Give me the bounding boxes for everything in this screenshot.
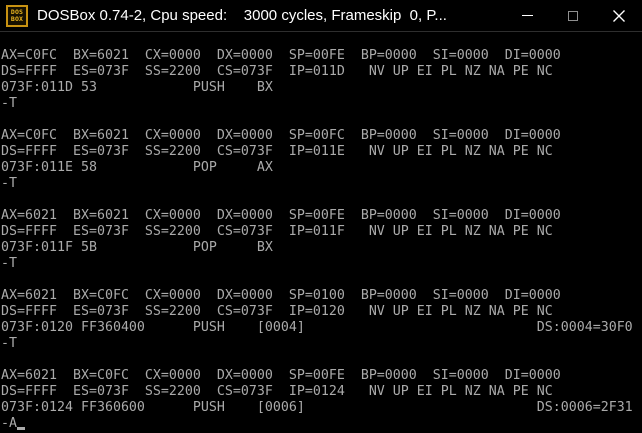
dosbox-icon-text-bottom: BOX	[10, 14, 24, 23]
window-controls	[504, 0, 642, 32]
close-icon	[613, 9, 625, 22]
maximize-icon	[568, 10, 578, 21]
title-bar[interactable]: DOS BOX DOSBox 0.74-2, Cpu speed: 3000 c…	[0, 0, 642, 32]
debug-output: AX=C0FC BX=6021 CX=0000 DX=0000 SP=00FE …	[1, 48, 633, 431]
dos-screen[interactable]: AX=C0FC BX=6021 CX=0000 DX=0000 SP=00FE …	[0, 32, 642, 432]
close-button[interactable]	[596, 0, 642, 32]
text-cursor	[17, 427, 25, 430]
dosbox-icon[interactable]: DOS BOX	[6, 4, 28, 27]
dosbox-icon-text-top: DOS	[10, 7, 24, 16]
minimize-icon	[521, 15, 533, 16]
window-title: DOSBox 0.74-2, Cpu speed: 3000 cycles, F…	[37, 7, 447, 24]
maximize-button[interactable]	[550, 0, 596, 32]
minimize-button[interactable]	[504, 0, 550, 32]
